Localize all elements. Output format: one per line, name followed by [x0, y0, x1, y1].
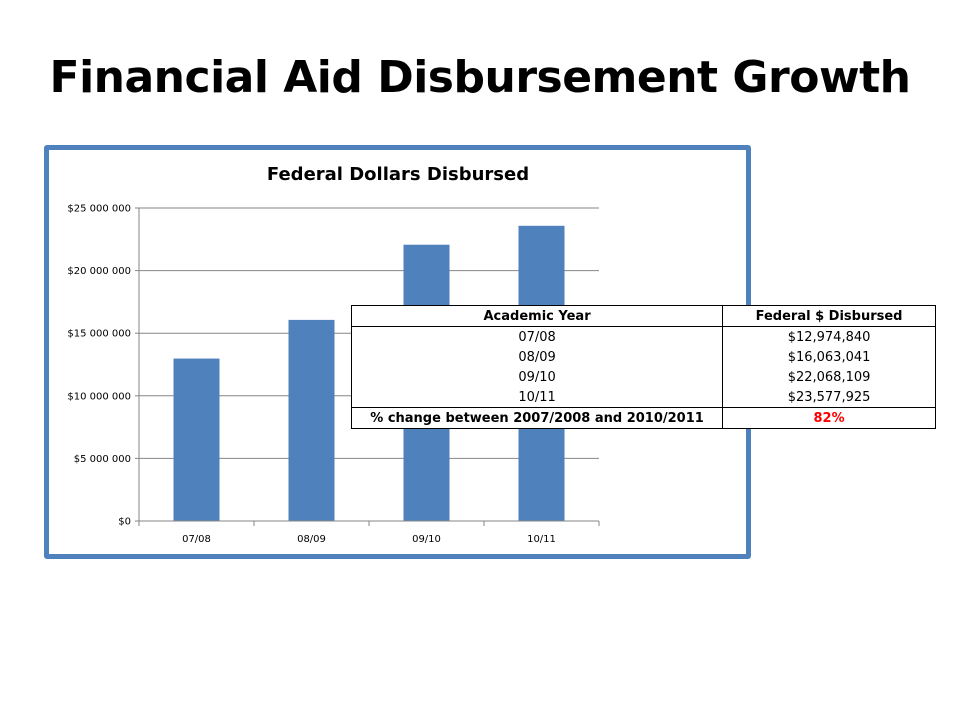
table-row: 08/09 $16,063,041 [350, 347, 936, 367]
amount-cell: $22,068,109 [722, 367, 936, 387]
year-cell: 08/09 [350, 347, 724, 367]
header-academic-year: Academic Year [350, 305, 724, 327]
bar-08-09 [288, 319, 335, 521]
table-header-row: Academic Year Federal $ Disbursed [350, 305, 936, 327]
table-row: 07/08 $12,974,840 [350, 326, 936, 347]
x-tick-label: 10/11 [527, 534, 556, 545]
percent-change-value: 82% [722, 407, 936, 429]
year-cell: 07/08 [350, 326, 724, 347]
table-row: 09/10 $22,068,109 [350, 367, 936, 387]
year-cell: 09/10 [350, 367, 724, 387]
x-tick-label: 08/09 [297, 534, 326, 545]
x-tick-label: 09/10 [412, 534, 441, 545]
disbursement-table: Academic Year Federal $ Disbursed 07/08 … [350, 305, 936, 429]
amount-cell: $23,577,925 [722, 387, 936, 408]
slide-title: Financial Aid Disbursement Growth [49, 52, 911, 103]
y-tick-labels: $0 $5 000 000 $10 000 000 $15 000 000 $20 00… [67, 204, 131, 528]
header-federal-disbursed: Federal $ Disbursed [722, 305, 936, 327]
table-row: 10/11 $23,577,925 [350, 387, 936, 408]
chart-title: Federal Dollars Disbursed [267, 164, 529, 185]
summary-row: % change between 2007/2008 and 2010/2011… [350, 407, 936, 429]
y-tick-label: $15 000 000 [67, 329, 131, 340]
percent-change-label: % change between 2007/2008 and 2010/2011 [350, 407, 724, 429]
year-cell: 10/11 [350, 387, 724, 408]
axes [135, 207, 600, 526]
x-tick-labels: 07/08 08/09 09/10 10/11 [182, 534, 556, 545]
y-tick-label: $20 000 000 [67, 266, 131, 277]
y-tick-label: $0 [118, 517, 131, 528]
y-tick-label: $5 000 000 [74, 454, 131, 465]
x-tick-label: 07/08 [182, 534, 211, 545]
amount-cell: $16,063,041 [722, 347, 936, 367]
bar-07-08 [173, 358, 220, 521]
y-tick-label: $25 000 000 [67, 204, 131, 215]
amount-cell: $12,974,840 [722, 326, 936, 347]
y-tick-label: $10 000 000 [67, 391, 131, 402]
